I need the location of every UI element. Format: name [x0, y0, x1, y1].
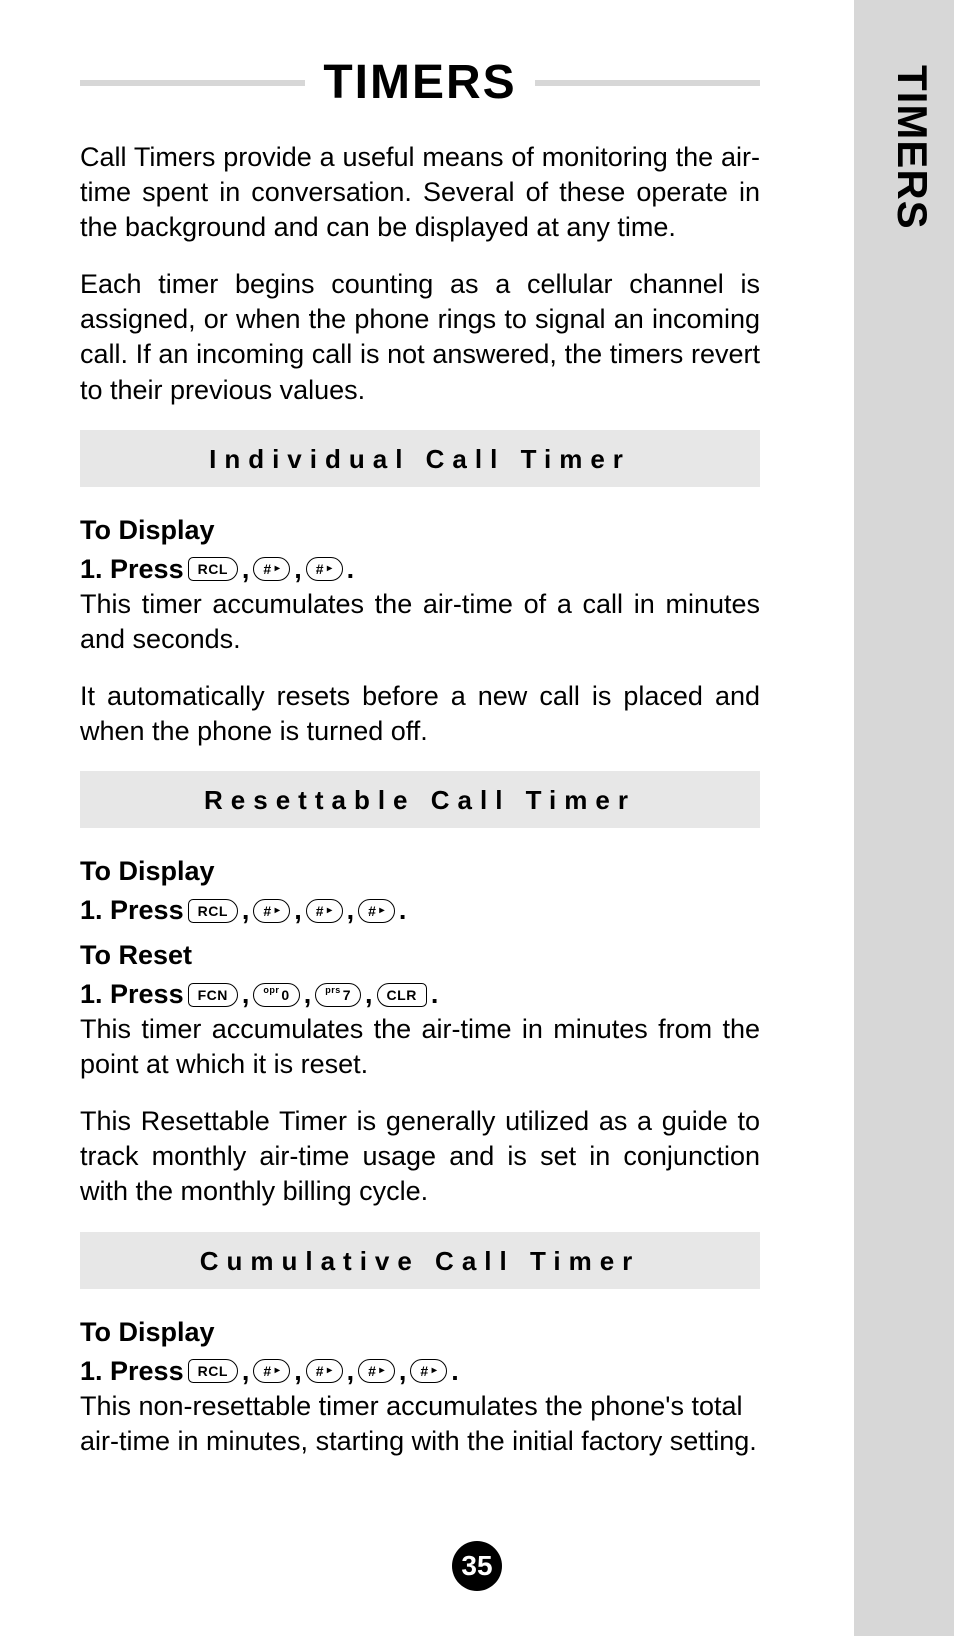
- comma: ,: [242, 1356, 250, 1387]
- comma: ,: [347, 1356, 355, 1387]
- title-row: TIMERS: [80, 55, 760, 110]
- period: .: [451, 1356, 459, 1387]
- period: .: [347, 554, 355, 585]
- key-hash: #▸: [253, 557, 290, 581]
- comma: ,: [242, 979, 250, 1010]
- individual-body-1: This timer accumulates the air-time of a…: [80, 587, 760, 657]
- key-hash: #▸: [253, 899, 290, 923]
- hash-glyph: #: [263, 904, 271, 918]
- to-display-label: To Display: [80, 856, 760, 887]
- to-display-label: To Display: [80, 515, 760, 546]
- comma: ,: [242, 554, 250, 585]
- arrow-icon: ▸: [327, 564, 333, 574]
- key-fcn: FCN: [188, 983, 238, 1007]
- intro-para-1: Call Timers provide a useful means of mo…: [80, 140, 760, 245]
- title-rule-left: [80, 80, 305, 86]
- period: .: [399, 895, 407, 926]
- cumulative-display-step: 1. Press RCL, #▸, #▸, #▸, #▸.: [80, 1356, 760, 1387]
- key-0-sup: opr: [263, 986, 279, 995]
- arrow-icon: ▸: [432, 1366, 438, 1376]
- key-rcl: RCL: [188, 557, 238, 581]
- to-display-label: To Display: [80, 1317, 760, 1348]
- step-lead: 1. Press: [80, 1356, 184, 1387]
- period: .: [431, 979, 439, 1010]
- key-7-digit: 7: [343, 988, 351, 1002]
- key-hash: #▸: [358, 899, 395, 923]
- page-title: TIMERS: [323, 55, 516, 110]
- comma: ,: [294, 1356, 302, 1387]
- comma: ,: [304, 979, 312, 1010]
- comma: ,: [347, 895, 355, 926]
- arrow-icon: ▸: [327, 906, 333, 916]
- intro-para-2: Each timer begins counting as a cellular…: [80, 267, 760, 407]
- section-heading-resettable: Resettable Call Timer: [80, 771, 760, 828]
- individual-body-2: It automatically resets before a new cal…: [80, 679, 760, 749]
- comma: ,: [294, 895, 302, 926]
- key-7-sup: prs: [325, 986, 341, 995]
- key-hash: #▸: [306, 557, 343, 581]
- key-hash: #▸: [358, 1359, 395, 1383]
- page-number: 35: [452, 1541, 502, 1591]
- arrow-icon: ▸: [275, 1366, 281, 1376]
- side-tab: TIMERS: [854, 0, 954, 1636]
- arrow-icon: ▸: [275, 564, 281, 574]
- step-lead: 1. Press: [80, 979, 184, 1010]
- arrow-icon: ▸: [275, 906, 281, 916]
- comma: ,: [399, 1356, 407, 1387]
- hash-glyph: #: [420, 1364, 428, 1378]
- arrow-icon: ▸: [327, 1366, 333, 1376]
- key-hash: #▸: [306, 899, 343, 923]
- comma: ,: [294, 554, 302, 585]
- page-number-wrap: 35: [0, 1541, 954, 1591]
- hash-glyph: #: [316, 562, 324, 576]
- side-tab-label: TIMERS: [888, 65, 936, 230]
- key-hash: #▸: [306, 1359, 343, 1383]
- hash-glyph: #: [263, 562, 271, 576]
- title-rule-right: [535, 80, 760, 86]
- key-hash: #▸: [410, 1359, 447, 1383]
- resettable-body-2: This Resettable Timer is generally utili…: [80, 1104, 760, 1209]
- key-0: opr0: [253, 983, 299, 1007]
- resettable-reset-step: 1. Press FCN, opr0, prs7, CLR.: [80, 979, 760, 1010]
- resettable-body-1: This timer accumulates the air-time in m…: [80, 1012, 760, 1082]
- comma: ,: [365, 979, 373, 1010]
- hash-glyph: #: [368, 904, 376, 918]
- section-heading-individual: Individual Call Timer: [80, 430, 760, 487]
- step-lead: 1. Press: [80, 554, 184, 585]
- page-content: TIMERS Call Timers provide a useful mean…: [80, 55, 760, 1481]
- hash-glyph: #: [368, 1364, 376, 1378]
- individual-display-step: 1. Press RCL, #▸, #▸.: [80, 554, 760, 585]
- key-0-digit: 0: [281, 988, 289, 1002]
- key-hash: #▸: [253, 1359, 290, 1383]
- key-rcl: RCL: [188, 1359, 238, 1383]
- step-lead: 1. Press: [80, 895, 184, 926]
- key-clr: CLR: [377, 983, 427, 1007]
- arrow-icon: ▸: [379, 1366, 385, 1376]
- cumulative-body-1: This non-resettable timer accumulates th…: [80, 1389, 760, 1459]
- comma: ,: [242, 895, 250, 926]
- hash-glyph: #: [316, 1364, 324, 1378]
- to-reset-label: To Reset: [80, 940, 760, 971]
- hash-glyph: #: [263, 1364, 271, 1378]
- key-7: prs7: [315, 983, 361, 1007]
- hash-glyph: #: [316, 904, 324, 918]
- key-rcl: RCL: [188, 899, 238, 923]
- section-heading-cumulative: Cumulative Call Timer: [80, 1232, 760, 1289]
- arrow-icon: ▸: [379, 906, 385, 916]
- resettable-display-step: 1. Press RCL, #▸, #▸, #▸.: [80, 895, 760, 926]
